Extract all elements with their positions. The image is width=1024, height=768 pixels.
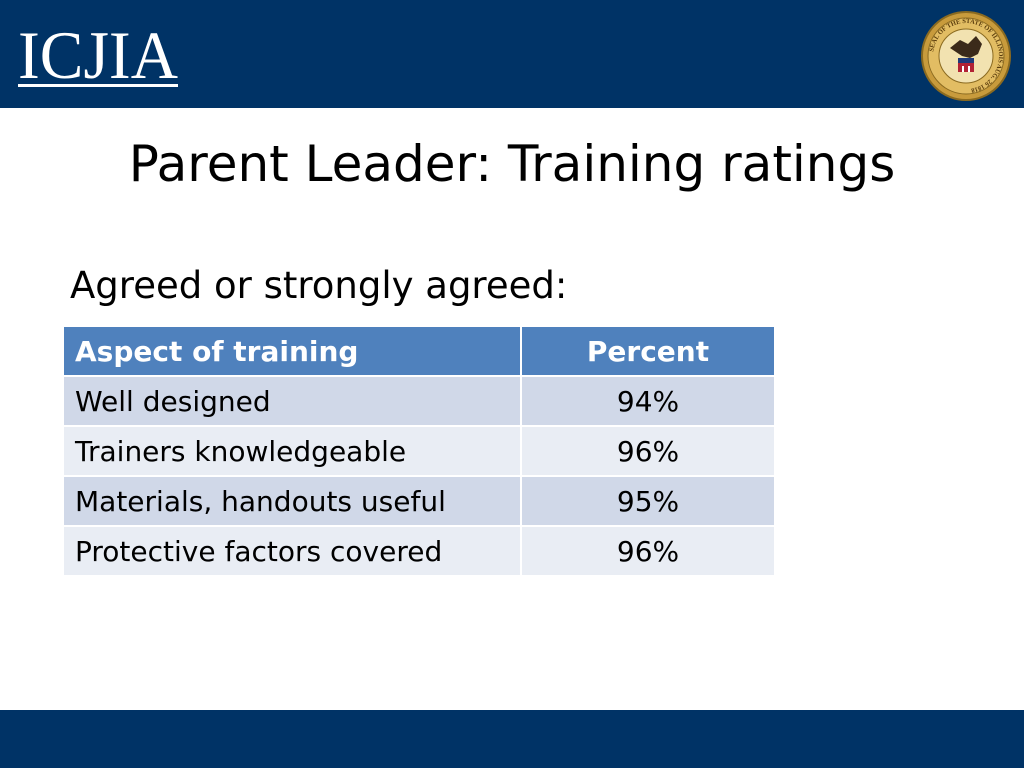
table-header-row: Aspect of training Percent [62, 325, 776, 377]
aspect-cell: Trainers knowledgeable [62, 425, 522, 477]
aspect-cell: Well designed [62, 375, 522, 427]
footer-band [0, 710, 1024, 768]
table-row: Well designed 94% [62, 375, 776, 427]
logo-text: ICJIA [18, 17, 178, 93]
percent-cell: 94% [520, 375, 776, 427]
table-row: Materials, handouts useful 95% [62, 475, 776, 527]
table-row: Protective factors covered 96% [62, 525, 776, 577]
percent-cell: 96% [520, 425, 776, 477]
ratings-table: Aspect of training Percent Well designed… [62, 325, 776, 577]
percent-cell: 95% [520, 475, 776, 527]
slide-title: Parent Leader: Training ratings [128, 135, 896, 193]
column-header-percent: Percent [520, 325, 776, 377]
percent-cell: 96% [520, 525, 776, 577]
icjia-logo: ICJIA [18, 17, 178, 93]
aspect-cell: Protective factors covered [62, 525, 522, 577]
slide-subtitle: Agreed or strongly agreed: [70, 264, 568, 307]
header-band: ICJIA SEAL OF THE STATE OF ILLINOIS AUG.… [0, 0, 1024, 108]
aspect-cell: Materials, handouts useful [62, 475, 522, 527]
column-header-aspect: Aspect of training [62, 325, 522, 377]
state-seal-icon: SEAL OF THE STATE OF ILLINOIS AUG. 26 18… [921, 11, 1011, 101]
table-row: Trainers knowledgeable 96% [62, 425, 776, 477]
